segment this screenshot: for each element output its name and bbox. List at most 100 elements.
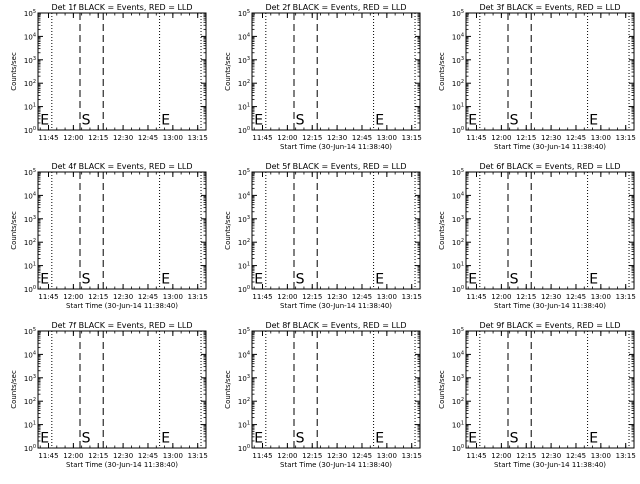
chart-panel-det-8: Det 8f BLACK = Events, RED = LLD 100 101 10… xyxy=(224,321,422,469)
x-tick-label: 12:00 xyxy=(277,452,297,460)
marker-letter-e: E xyxy=(161,272,170,288)
marker-letter-s: S xyxy=(296,272,305,288)
x-axis-label: Start Time (30-Jun-14 11:38:40) xyxy=(494,461,606,469)
y-tick-label: 104 xyxy=(24,350,36,359)
x-axis-label: Start Time (30-Jun-14 11:38:40) xyxy=(494,302,606,310)
marker-letter-e: E xyxy=(589,431,598,447)
y-tick-label: 100 xyxy=(24,444,36,453)
x-tick-label: 12:15 xyxy=(88,134,108,142)
chart-title: Det 7f BLACK = Events, RED = LLD xyxy=(51,321,192,330)
x-tick-label: 13:00 xyxy=(591,293,611,301)
x-tick-label: 12:45 xyxy=(352,293,372,301)
plot-frame xyxy=(465,330,635,449)
x-axis-label: Start Time (30-Jun-14 11:38:40) xyxy=(280,302,392,310)
y-tick-label: 104 xyxy=(24,32,36,41)
y-tick-label: 105 xyxy=(238,9,250,18)
chart-title: Det 3f BLACK = Events, RED = LLD xyxy=(479,3,620,12)
y-tick-label: 101 xyxy=(452,421,464,430)
y-tick-label: 102 xyxy=(238,397,250,406)
marker-letter-e: E xyxy=(254,431,263,447)
y-tick-label: 101 xyxy=(452,103,464,112)
y-tick-label: 104 xyxy=(452,32,464,41)
x-tick-label: 12:45 xyxy=(566,293,586,301)
x-tick-label: 11:45 xyxy=(466,452,486,460)
x-tick-label: 11:45 xyxy=(252,293,272,301)
y-tick-label: 100 xyxy=(24,285,36,294)
y-axis-label: Counts/sec xyxy=(10,370,18,409)
chart-title: Det 5f BLACK = Events, RED = LLD xyxy=(265,162,406,171)
y-tick-label: 105 xyxy=(452,9,464,18)
y-tick-label: 103 xyxy=(452,374,464,383)
y-tick-label: 101 xyxy=(452,262,464,271)
x-tick-label: 12:15 xyxy=(302,293,322,301)
x-tick-label: 12:00 xyxy=(63,452,83,460)
y-tick-label: 100 xyxy=(452,444,464,453)
y-axis-label: Counts/sec xyxy=(10,211,18,250)
x-tick-label: 12:15 xyxy=(516,134,536,142)
chart-title: Det 9f BLACK = Events, RED = LLD xyxy=(479,321,620,330)
plot-frame xyxy=(465,12,635,131)
x-tick-label: 12:15 xyxy=(302,134,322,142)
marker-letter-e: E xyxy=(468,431,477,447)
y-tick-label: 104 xyxy=(452,350,464,359)
x-tick-label: 12:00 xyxy=(277,293,297,301)
y-tick-label: 102 xyxy=(238,238,250,247)
x-tick-label: 12:30 xyxy=(327,134,347,142)
chart-panel-det-6: Det 6f BLACK = Events, RED = LLD 100 101 10… xyxy=(438,162,636,310)
x-tick-label: 13:00 xyxy=(591,134,611,142)
x-tick-label: 11:45 xyxy=(252,452,272,460)
y-axis-label: Counts/sec xyxy=(438,370,446,409)
x-tick-label: 13:15 xyxy=(616,452,636,460)
y-tick-label: 103 xyxy=(452,215,464,224)
chart-title: Det 4f BLACK = Events, RED = LLD xyxy=(51,162,192,171)
y-tick-label: 102 xyxy=(452,397,464,406)
x-tick-label: 12:30 xyxy=(541,293,561,301)
plot-frame xyxy=(37,330,207,449)
marker-letter-e: E xyxy=(589,272,598,288)
y-tick-label: 103 xyxy=(24,56,36,65)
x-tick-label: 12:45 xyxy=(138,452,158,460)
marker-letter-s: S xyxy=(82,272,91,288)
marker-letter-e: E xyxy=(40,113,49,129)
x-tick-label: 12:00 xyxy=(63,293,83,301)
x-tick-label: 13:00 xyxy=(163,134,183,142)
x-tick-label: 13:00 xyxy=(377,452,397,460)
marker-letter-e: E xyxy=(254,272,263,288)
y-tick-label: 105 xyxy=(238,327,250,336)
marker-letter-e: E xyxy=(40,431,49,447)
x-axis-label: Start Time (30-Jun-14 11:38:40) xyxy=(280,461,392,469)
chart-title: Det 8f BLACK = Events, RED = LLD xyxy=(265,321,406,330)
y-tick-label: 102 xyxy=(24,79,36,88)
y-tick-label: 101 xyxy=(238,262,250,271)
x-tick-label: 12:30 xyxy=(541,134,561,142)
y-tick-label: 104 xyxy=(238,191,250,200)
y-tick-label: 105 xyxy=(238,168,250,177)
x-tick-label: 12:15 xyxy=(88,452,108,460)
x-tick-label: 12:30 xyxy=(327,293,347,301)
y-tick-label: 103 xyxy=(238,374,250,383)
x-tick-label: 12:30 xyxy=(541,452,561,460)
x-tick-label: 13:15 xyxy=(402,134,422,142)
x-tick-label: 12:00 xyxy=(491,134,511,142)
y-axis-label: Counts/sec xyxy=(10,52,18,91)
y-tick-label: 101 xyxy=(238,103,250,112)
marker-letter-s: S xyxy=(296,113,305,129)
y-tick-label: 102 xyxy=(238,79,250,88)
x-axis-label: Start Time (30-Jun-14 11:38:40) xyxy=(280,143,392,151)
plot-frame xyxy=(465,171,635,290)
marker-letter-s: S xyxy=(82,113,91,129)
marker-letter-e: E xyxy=(589,113,598,129)
x-tick-label: 12:30 xyxy=(113,293,133,301)
y-tick-label: 104 xyxy=(238,32,250,41)
y-tick-label: 103 xyxy=(24,374,36,383)
chart-panel-det-7: Det 7f BLACK = Events, RED = LLD 100 101 10… xyxy=(10,321,208,469)
x-tick-label: 13:15 xyxy=(188,134,208,142)
chart-title: Det 2f BLACK = Events, RED = LLD xyxy=(265,3,406,12)
x-tick-label: 12:00 xyxy=(63,134,83,142)
x-tick-label: 13:15 xyxy=(188,293,208,301)
y-tick-label: 102 xyxy=(24,238,36,247)
x-tick-label: 13:15 xyxy=(616,134,636,142)
y-tick-label: 100 xyxy=(238,126,250,135)
chart-panel-det-4: Det 4f BLACK = Events, RED = LLD 100 101 10… xyxy=(10,162,208,310)
